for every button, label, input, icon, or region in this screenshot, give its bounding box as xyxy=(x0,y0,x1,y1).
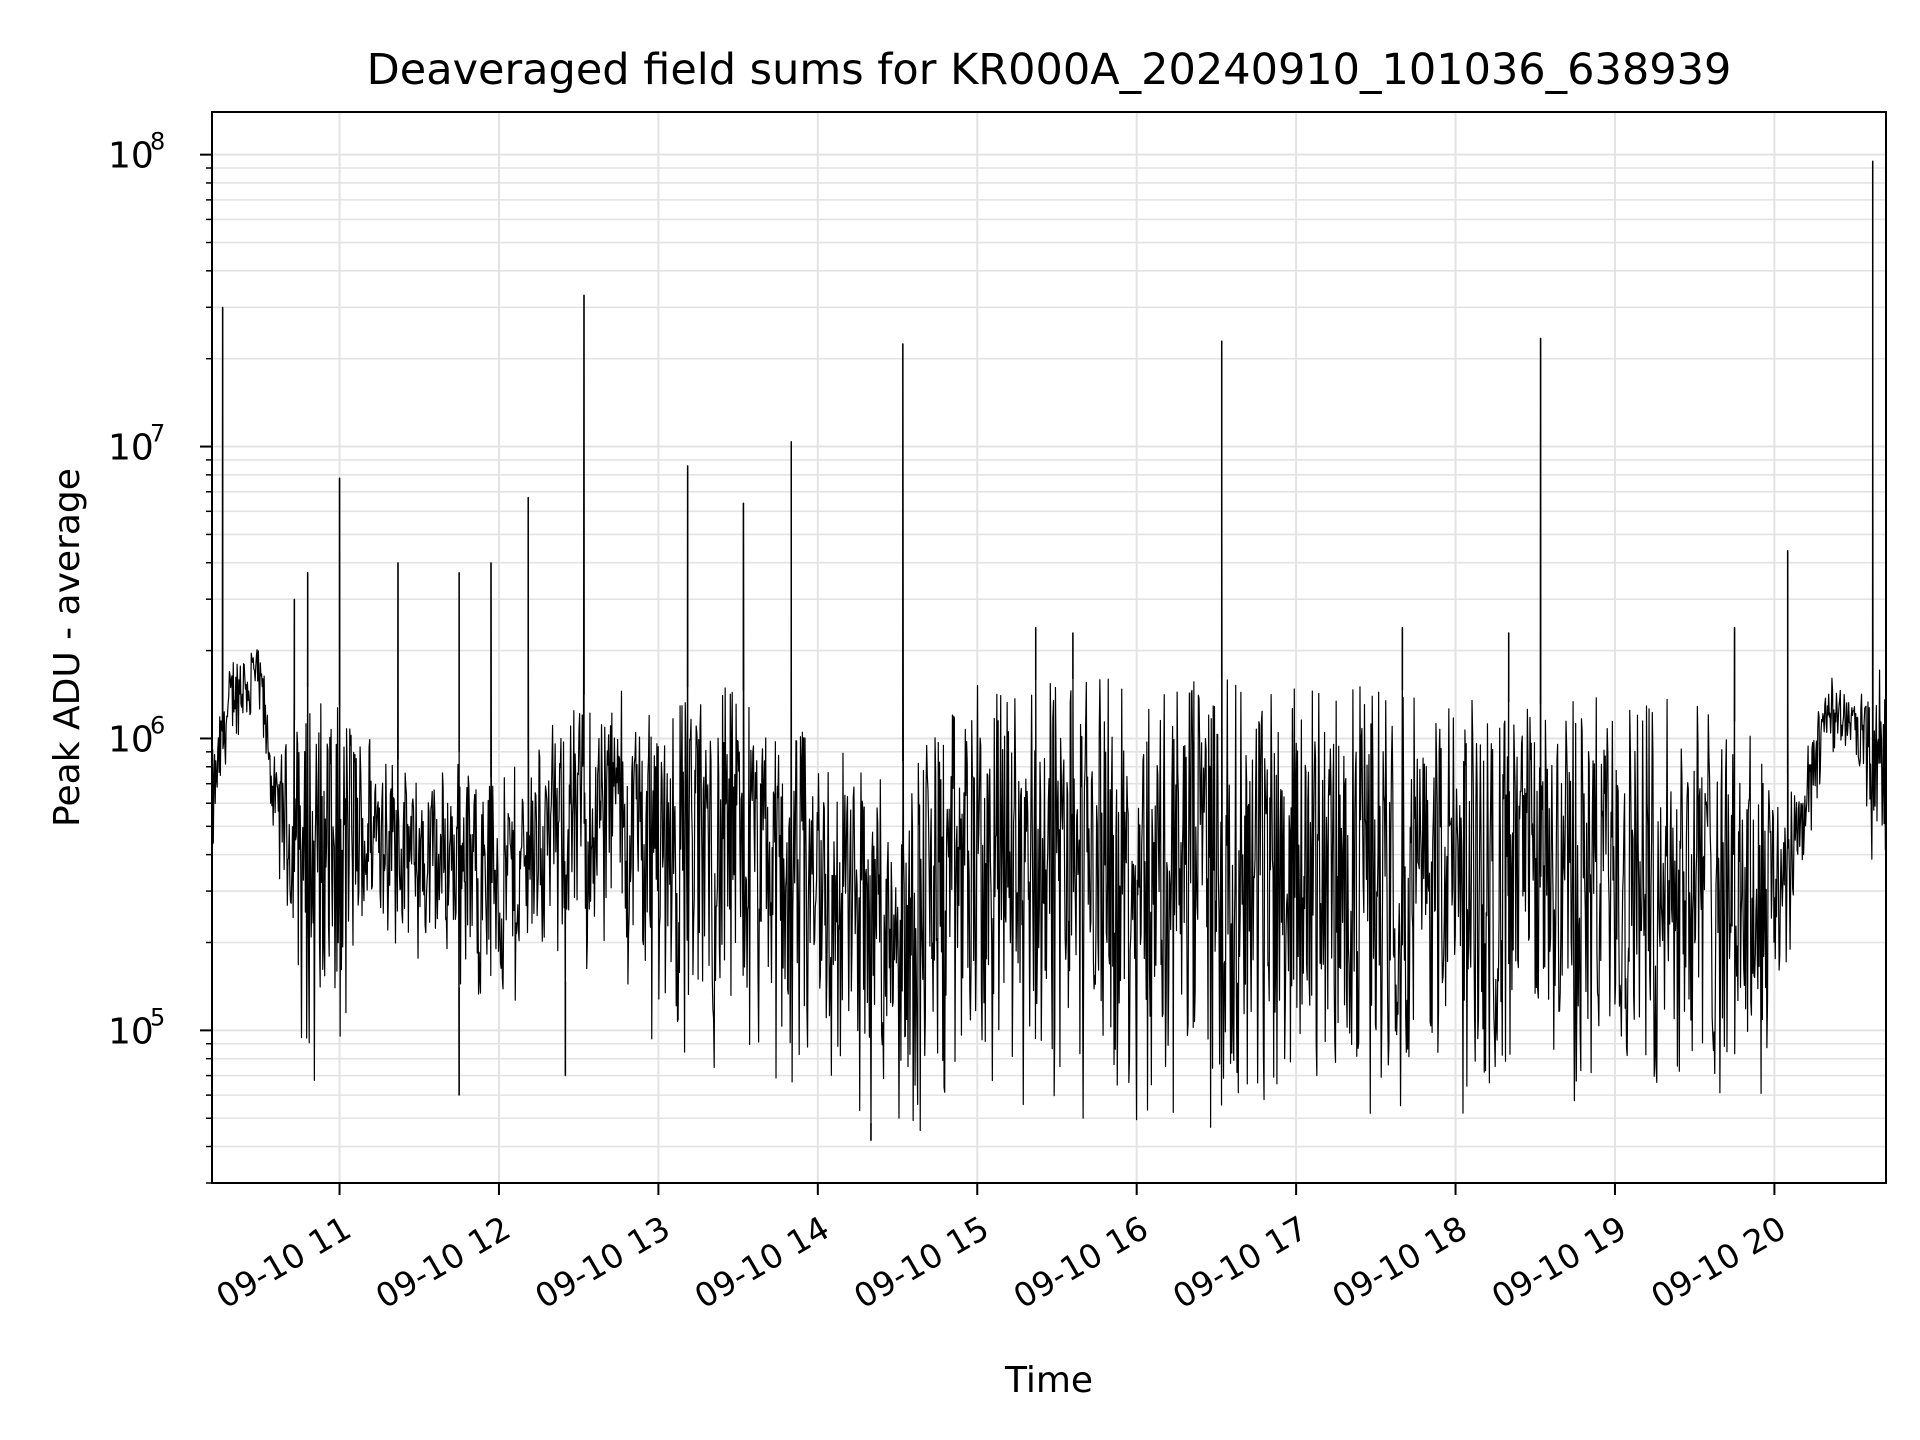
y-tick-label-base: 10 xyxy=(108,719,154,760)
y-tick-label-exponent: 6 xyxy=(150,711,165,739)
y-tick-label-base: 10 xyxy=(108,136,154,177)
chart-title: Deaveraged field sums for KR000A_2024091… xyxy=(367,45,1732,95)
y-tick-label-exponent: 5 xyxy=(150,1003,165,1031)
y-tick-label-base: 10 xyxy=(108,1011,154,1052)
y-tick-label-exponent: 7 xyxy=(150,420,165,448)
series-line xyxy=(211,160,1887,1141)
y-tick-label-exponent: 8 xyxy=(150,128,165,156)
x-axis-label: Time xyxy=(1004,1360,1093,1401)
y-tick-label-base: 10 xyxy=(108,428,154,469)
series-layer xyxy=(211,160,1887,1141)
y-axis-label: Peak ADU - average xyxy=(47,468,88,827)
plot-frame xyxy=(211,111,1887,1184)
